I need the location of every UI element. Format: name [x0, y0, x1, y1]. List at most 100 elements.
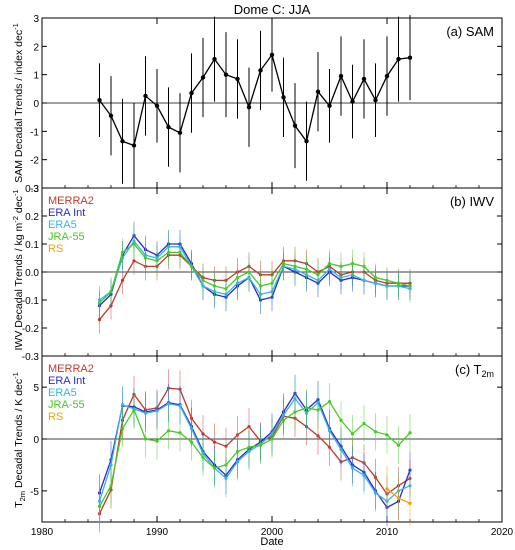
panel-iwv-series-era-int-point	[258, 298, 263, 302]
panel-t2m-series-merra2-point	[212, 440, 217, 444]
panel-t2m-series-rs	[385, 465, 412, 527]
figure-title: Dome C: JJA	[234, 2, 311, 17]
panel-iwv-series-merra2-point	[224, 278, 228, 282]
panel-iwv-series-merra2-point	[109, 304, 113, 308]
panel-t2m-series-jra-55-point	[293, 410, 297, 414]
panel-t2m-series-era5-point	[97, 499, 102, 503]
panel-sam-series-line-point	[373, 97, 378, 103]
panel-sam: SAM Decadal Trends / index dec-1 -3 -2 -1 0…	[11, 14, 503, 195]
panel-iwv-series-era5-point	[304, 273, 309, 277]
panel-t2m-series-merra2-point	[339, 460, 343, 464]
panel-iwv-series-merra2-point	[143, 264, 148, 268]
panel-iwv-series-era5-point	[212, 290, 217, 294]
panel-t2m-series-merra2-point	[316, 434, 320, 438]
panel-iwv-series-era-int-point	[235, 284, 240, 288]
panel-t2m-series-jra-55-point	[327, 400, 332, 404]
panel-t2m-ylabel: T2m Decadal Trends / K dec-1	[11, 372, 27, 508]
panel-sam-series-line-point	[396, 56, 401, 62]
panel-iwv-series-merra2-point	[304, 262, 309, 266]
panel-iwv-ytick-label: -0.1	[22, 296, 40, 307]
panel-t2m-series-merra2-point	[235, 433, 240, 437]
panel-t2m-series-era5-point	[385, 499, 389, 503]
panel-iwv-series-merra2-point	[316, 270, 320, 274]
panel-t2m-series-era-int-point	[385, 505, 389, 510]
panel-iwv-series-merra2-point	[350, 270, 355, 274]
panel-t2m-series-era5-point	[316, 401, 320, 405]
panel-t2m-series-era5-point	[224, 476, 228, 481]
panel-iwv-series-era-int-point	[293, 270, 297, 274]
panel-iwv-series-era5-point	[362, 278, 366, 282]
panel-iwv-series-merra2-point	[132, 259, 136, 263]
panel-iwv-series-jra-55-point	[270, 281, 274, 285]
panel-iwv-series-era-int-point	[327, 270, 332, 274]
panel-sam-ytick-label: -3	[30, 184, 39, 195]
panel-iwv-series-jra-55-point	[178, 250, 182, 254]
panel-t2m-series-jra-55-point	[339, 418, 343, 422]
panel-iwv-series-era-int-point	[339, 278, 343, 282]
panel-t2m-label: (c) T2m	[455, 362, 494, 379]
panel-iwv-series-era5-point	[155, 256, 159, 260]
panel-iwv-series-merra2-point	[235, 270, 240, 274]
panel-t2m-series-merra2-point	[350, 456, 355, 460]
panel-sam-series-line-point	[258, 68, 263, 73]
panel-sam-series-line-point	[315, 89, 321, 94]
panel-iwv-series-merra2-point	[293, 259, 297, 263]
panel-iwv-series-jra-55-point	[247, 270, 251, 274]
panel-iwv-series-era5-point	[373, 281, 378, 285]
panel-iwv-series-era5-point	[350, 273, 355, 277]
panel-iwv-series-merra2-point	[212, 278, 217, 282]
panel-sam-series-line-point	[120, 139, 125, 144]
panel-t2m-series-era-int-point	[362, 470, 366, 474]
panel-iwv-series-era5-point	[293, 267, 297, 271]
panel-t2m-series-era5-point	[109, 463, 113, 467]
panel-t2m-series-jra-55-point	[350, 432, 355, 436]
panel-iwv-series-jra-55-point	[155, 259, 159, 263]
panel-iwv-series-era-int-point	[97, 304, 102, 308]
panel-iwv-series-jra-55-point	[189, 264, 194, 268]
panel-t2m-series-jra-55-point	[97, 504, 102, 509]
panel-iwv-series-era5-point	[166, 245, 171, 249]
panel-iwv-series-era5-point	[270, 290, 274, 294]
panel-iwv-series-jra-55-point	[201, 278, 205, 282]
panel-t2m-series-merra2-point	[166, 386, 171, 390]
panel-t2m-series-merra2-line	[98, 387, 411, 514]
panel-t2m-series-merra2-point	[120, 418, 125, 422]
panel-t2m-ytick-label: 0	[33, 435, 39, 446]
panel-t2m-series-merra2-point	[408, 476, 412, 481]
panel-iwv-series-era5-point	[385, 284, 389, 288]
panel-t2m-series-merra2-point	[396, 484, 401, 488]
panel-iwv-series-jra-55-point	[316, 273, 320, 277]
panel-iwv-series-jra-55-point	[97, 301, 102, 305]
panel-sam-series-line	[97, 15, 413, 188]
panel-t2m-legend-rs: RS	[48, 411, 63, 423]
panel-iwv-series-jra-55-point	[362, 264, 366, 268]
panel-t2m-series-merra2-point	[327, 445, 332, 449]
panel-t2m-series-merra2-point	[293, 416, 297, 420]
panel-t2m-series-jra-55-point	[304, 406, 309, 410]
panel-t2m-series-merra2-point	[304, 424, 309, 429]
panel-iwv-series-era5-point	[235, 281, 240, 285]
panel-t2m-legend-jra-55: JRA-55	[48, 399, 85, 411]
panel-iwv-series-merra2-point	[166, 253, 171, 257]
panel-t2m-series-jra-55-point	[247, 445, 251, 449]
panel-t2m-series-merra2	[97, 369, 412, 533]
panel-sam-ytick-label: 3	[33, 14, 39, 25]
panel-t2m-series-jra-55-point	[373, 430, 378, 434]
panel-t2m-series-jra-55-point	[396, 443, 401, 447]
panel-iwv-series-jra-55-point	[143, 256, 148, 260]
panel-t2m-series-rs-point	[385, 487, 389, 491]
panel-t2m-series-era5-point	[143, 411, 148, 415]
panel-iwv-series-jra-55-line	[99, 243, 411, 304]
panel-iwv-series-era-int-point	[270, 295, 274, 299]
panel-t2m-series-era5-point	[327, 429, 332, 433]
panel-t2m-legend-era-int: ERA Int	[48, 375, 85, 387]
panel-sam-ytick-label: 0	[33, 99, 39, 110]
panel-iwv-series-era-int-point	[166, 242, 171, 246]
panel-iwv-series-merra2-line	[98, 254, 410, 321]
panel-t2m-series-era5-point	[396, 489, 401, 493]
panel-t2m-series-jra-55-point	[224, 463, 228, 467]
panel-sam-series-line-point	[361, 76, 367, 82]
panel-t2m-series-jra-55-point	[258, 443, 263, 447]
panel-t2m-series-rs-point	[408, 501, 412, 505]
